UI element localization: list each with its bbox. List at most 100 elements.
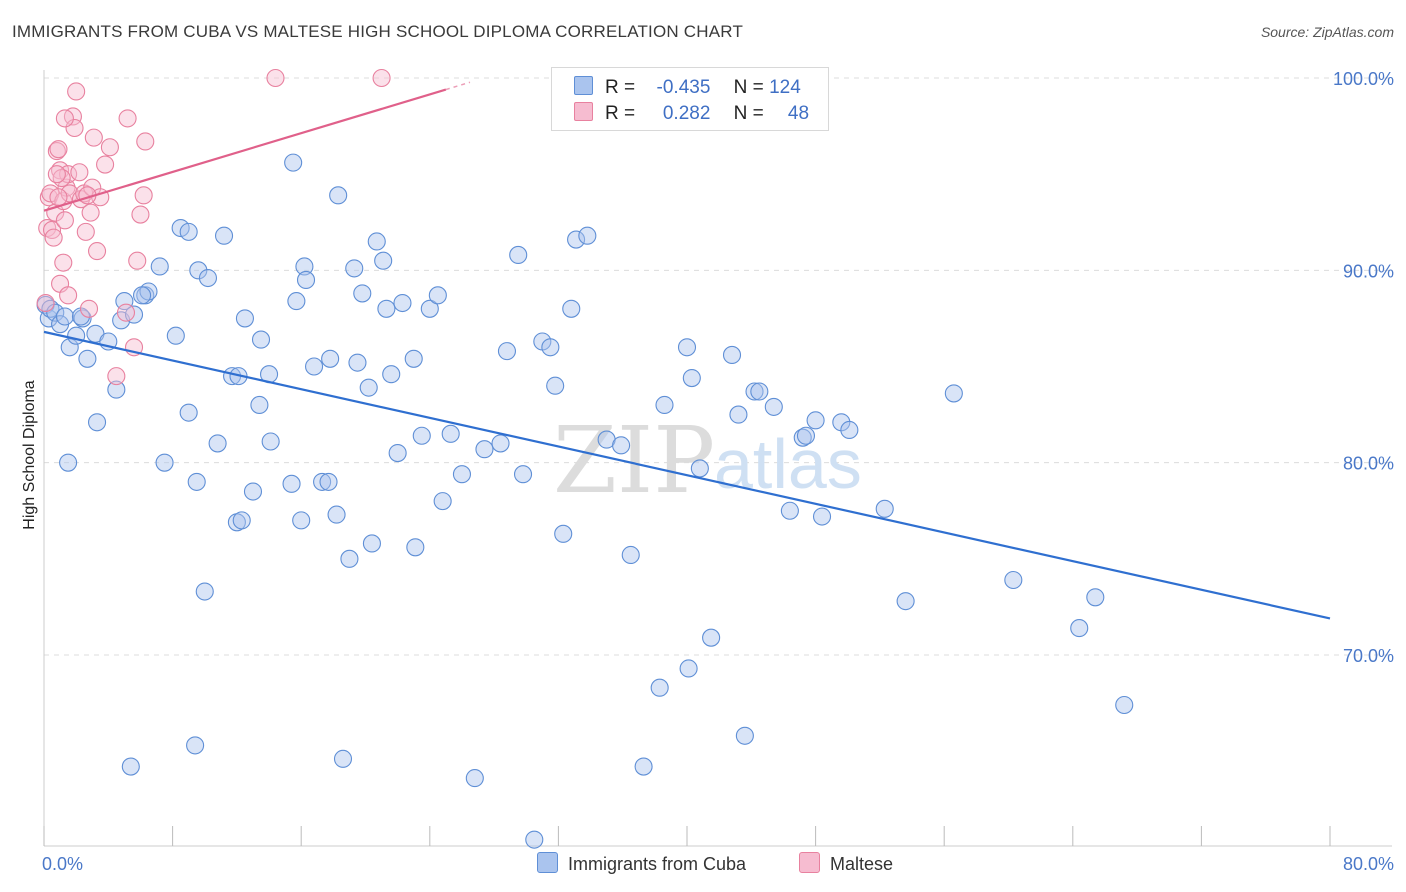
bottom-legend-swatch-maltese [799, 852, 820, 873]
data-point-maltese [266, 68, 285, 88]
legend-swatch-cuba [574, 76, 593, 95]
data-point-maltese [79, 299, 99, 318]
legend-n-value-maltese: 48 [787, 103, 810, 124]
data-point-maltese [128, 251, 147, 270]
data-point-cuba [296, 270, 316, 290]
data-point-cuba [655, 395, 674, 415]
data-point-cuba [388, 443, 407, 463]
data-point-cuba [232, 511, 251, 530]
data-point-cuba [319, 472, 338, 491]
data-point-cuba [1070, 619, 1089, 638]
data-point-cuba [198, 268, 218, 288]
data-point-maltese [42, 220, 62, 239]
data-point-cuba [327, 505, 346, 524]
data-point-cuba [133, 286, 152, 305]
data-point-cuba [282, 474, 301, 493]
data-point-cuba [702, 628, 721, 647]
y-tick-label: 80.0% [1343, 454, 1394, 474]
data-point-cuba [621, 545, 640, 565]
grid-lines [44, 77, 1392, 656]
data-point-cuba [115, 292, 134, 311]
stats-legend: R = -0.435 N = 124 R = 0.282 N = 48 [551, 67, 829, 131]
data-point-cuba [491, 434, 510, 453]
data-point-cuba [729, 405, 748, 424]
data-point-cuba [362, 534, 381, 553]
legend-n-value-cuba: 124 [769, 77, 801, 98]
data-point-cuba [261, 432, 280, 451]
data-point-cuba [214, 226, 234, 245]
data-point-cuba [612, 436, 631, 455]
data-point-cuba [793, 428, 812, 447]
data-point-cuba [208, 434, 227, 453]
data-point-cuba [329, 186, 348, 205]
data-point-maltese [49, 140, 68, 159]
data-point-cuba [46, 303, 65, 322]
data-point-cuba [1004, 570, 1023, 590]
data-point-cuba [682, 368, 701, 388]
data-point-maltese [136, 132, 155, 151]
bottom-legend-cuba: Immigrants from Cuba [537, 852, 746, 875]
data-point-cuba [406, 538, 425, 557]
bottom-legend-label-cuba: Immigrants from Cuba [568, 854, 747, 874]
bottom-legend-label-maltese: Maltese [830, 854, 894, 874]
data-point-cuba [179, 403, 198, 422]
data-point-maltese [372, 68, 391, 88]
data-point-cuba [441, 424, 460, 443]
data-point-maltese [107, 367, 126, 386]
data-point-cuba [497, 342, 517, 361]
data-point-cuba [321, 349, 340, 368]
data-point-cuba [250, 395, 269, 415]
data-point-cuba [251, 330, 271, 349]
source-label: Source: ZipAtlas.com [1260, 24, 1394, 40]
data-point-cuba [305, 357, 324, 376]
data-point-cuba [764, 397, 783, 416]
data-point-maltese [44, 228, 63, 247]
data-point-cuba [353, 284, 372, 303]
data-point-cuba [155, 453, 174, 472]
data-point-cuba [745, 382, 764, 401]
data-point-cuba [59, 453, 78, 472]
data-point-cuba [650, 678, 669, 697]
data-point-cuba [295, 257, 314, 276]
data-point-cuba [690, 459, 709, 478]
data-point-cuba [345, 259, 364, 278]
data-point-cuba [475, 440, 494, 459]
data-point-cuba [243, 482, 263, 501]
data-point-cuba [348, 353, 367, 372]
data-point-cuba [452, 465, 472, 484]
legend-row-cuba: R = -0.435 N = 124 [574, 76, 801, 102]
data-point-cuba [562, 299, 581, 318]
legend-r-label: R = [605, 103, 636, 124]
data-point-maltese [134, 186, 153, 205]
data-point-maltese [59, 286, 78, 305]
bottom-legend-maltese: Maltese [799, 852, 893, 875]
data-point-cuba [150, 257, 169, 276]
trend-lines [43, 81, 1331, 620]
legend-n-label: N = [733, 77, 764, 98]
trend-line-maltese [43, 88, 447, 212]
data-point-cuba [235, 309, 254, 328]
data-point-cuba [359, 378, 378, 397]
data-point-cuba [377, 299, 396, 318]
trend-line-cuba [43, 330, 1331, 620]
data-point-cuba [420, 299, 439, 318]
data-point-cuba [187, 472, 206, 491]
data-point-cuba [121, 757, 140, 776]
data-point-cuba [1086, 588, 1105, 607]
data-point-maltese [36, 293, 55, 313]
legend-row-maltese: R = 0.282 N = 48 [574, 102, 809, 128]
data-point-cuba [186, 736, 205, 755]
data-point-maltese [55, 211, 74, 230]
data-point-cuba [404, 349, 423, 368]
watermark: ZIP atlas [553, 407, 862, 514]
data-point-cuba [875, 499, 894, 518]
data-point-cuba [195, 582, 214, 601]
data-point-cuba [567, 230, 586, 249]
data-point-cuba [107, 380, 126, 399]
data-point-maltese [100, 138, 119, 157]
data-point-cuba [634, 757, 653, 776]
data-point-cuba [750, 382, 769, 401]
data-point-maltese [84, 128, 103, 147]
data-point-maltese [96, 155, 115, 174]
x-tick-label: 80.0% [1343, 854, 1394, 874]
